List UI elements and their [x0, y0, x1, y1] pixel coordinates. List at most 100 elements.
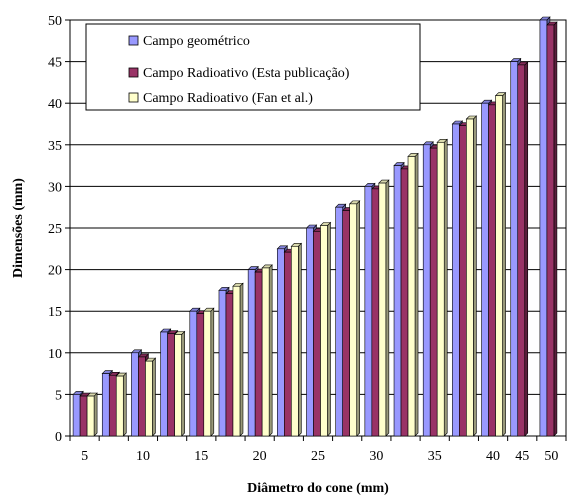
- bar: [452, 123, 460, 437]
- x-tick-label: 25: [311, 449, 325, 464]
- bar: [539, 19, 548, 437]
- bar: [261, 267, 270, 437]
- bar: [138, 356, 146, 437]
- bar-side: [239, 282, 244, 437]
- x-axis-title: Diâmetro do cone (mm): [247, 481, 389, 496]
- bar: [225, 293, 234, 437]
- bar-side: [93, 392, 98, 437]
- bar: [378, 182, 387, 437]
- x-tick-label: 30: [369, 449, 383, 464]
- x-tick-label: 35: [428, 449, 442, 464]
- y-tick-label: 50: [48, 14, 62, 29]
- bar-side: [443, 138, 448, 437]
- bar: [86, 395, 95, 437]
- legend: Campo geométrico Campo Radioativo (Esta …: [85, 23, 421, 111]
- bar: [495, 95, 503, 437]
- x-tick-label: 15: [194, 449, 208, 464]
- y-tick-label: 0: [55, 430, 62, 445]
- bar-side: [502, 91, 506, 437]
- bar-side: [210, 307, 215, 437]
- y-tick-label: 5: [55, 388, 62, 403]
- axis-labels: Diâmetro do cone (mm) Dimensões (mm): [11, 178, 389, 496]
- bar-side: [122, 372, 127, 437]
- bar: [196, 313, 205, 437]
- bar: [131, 352, 139, 437]
- y-tick-label: 30: [48, 180, 62, 195]
- bar: [291, 246, 299, 437]
- bar: [108, 374, 117, 437]
- bar-side: [152, 357, 156, 437]
- bar: [393, 165, 402, 437]
- y-tick-label: 15: [48, 305, 62, 320]
- x-tick-label: 50: [544, 449, 558, 464]
- bar: [546, 24, 555, 437]
- bar: [342, 210, 350, 437]
- bar-side: [356, 200, 360, 437]
- bar: [306, 227, 314, 437]
- legend-label-geometric: Campo geométrico: [143, 34, 250, 49]
- bar: [320, 225, 328, 437]
- y-tick-label: 40: [48, 97, 62, 112]
- bar: [284, 251, 292, 437]
- bar: [422, 144, 431, 437]
- bar: [481, 102, 489, 437]
- y-tick-label: 45: [48, 56, 62, 71]
- legend-label-radioactive-fan: Campo Radioativo (Fan et al.): [143, 91, 313, 106]
- y-tick-label: 10: [48, 347, 62, 362]
- legend-swatch-geometric: [128, 35, 139, 46]
- bar-side: [414, 152, 419, 437]
- bar: [218, 290, 227, 437]
- bar: [436, 142, 445, 437]
- bars: [72, 16, 558, 437]
- bar: [203, 310, 212, 437]
- x-tick-label: 45: [515, 449, 529, 464]
- x-tick-label: 5: [81, 449, 88, 464]
- bar-side: [327, 221, 331, 437]
- bar-side: [298, 242, 302, 437]
- bar-side: [473, 115, 477, 437]
- bar: [429, 147, 438, 437]
- bar: [247, 269, 256, 437]
- x-tick-label: 10: [136, 449, 150, 464]
- bar: [364, 186, 373, 437]
- legend-label-radioactive-this: Campo Radioativo (Esta publicação): [143, 66, 350, 81]
- bar: [459, 125, 467, 437]
- bar: [232, 285, 241, 437]
- bar: [160, 331, 168, 437]
- legend-box: [85, 23, 421, 111]
- bar: [254, 271, 263, 437]
- bar: [145, 360, 153, 437]
- bar: [407, 156, 416, 437]
- bar: [189, 310, 198, 437]
- bar: [349, 203, 357, 437]
- bar: [488, 104, 496, 437]
- legend-swatch-radioactive-this: [128, 67, 139, 78]
- bar: [115, 375, 124, 437]
- bar-side: [524, 61, 529, 437]
- bar: [277, 248, 285, 437]
- y-tick-label: 20: [48, 264, 62, 279]
- bar: [510, 61, 519, 437]
- bar-side: [181, 330, 185, 437]
- bar: [72, 394, 81, 437]
- bar-side: [268, 264, 273, 437]
- y-tick-label: 25: [48, 222, 62, 237]
- bar-side: [385, 179, 390, 437]
- y-tick-label: 35: [48, 139, 62, 154]
- bar: [335, 206, 343, 437]
- bar: [313, 231, 321, 437]
- x-tick-label: 40: [486, 449, 500, 464]
- bar-side: [553, 21, 558, 437]
- bar: [371, 188, 380, 437]
- bar: [517, 64, 526, 437]
- legend-swatch-radioactive-fan: [128, 92, 139, 103]
- bar: [167, 333, 175, 437]
- bar: [79, 395, 88, 437]
- x-tick-label: 20: [253, 449, 267, 464]
- bar: [466, 118, 474, 437]
- bar: [174, 334, 182, 437]
- bar: [101, 373, 110, 437]
- y-axis-title: Dimensões (mm): [11, 178, 26, 278]
